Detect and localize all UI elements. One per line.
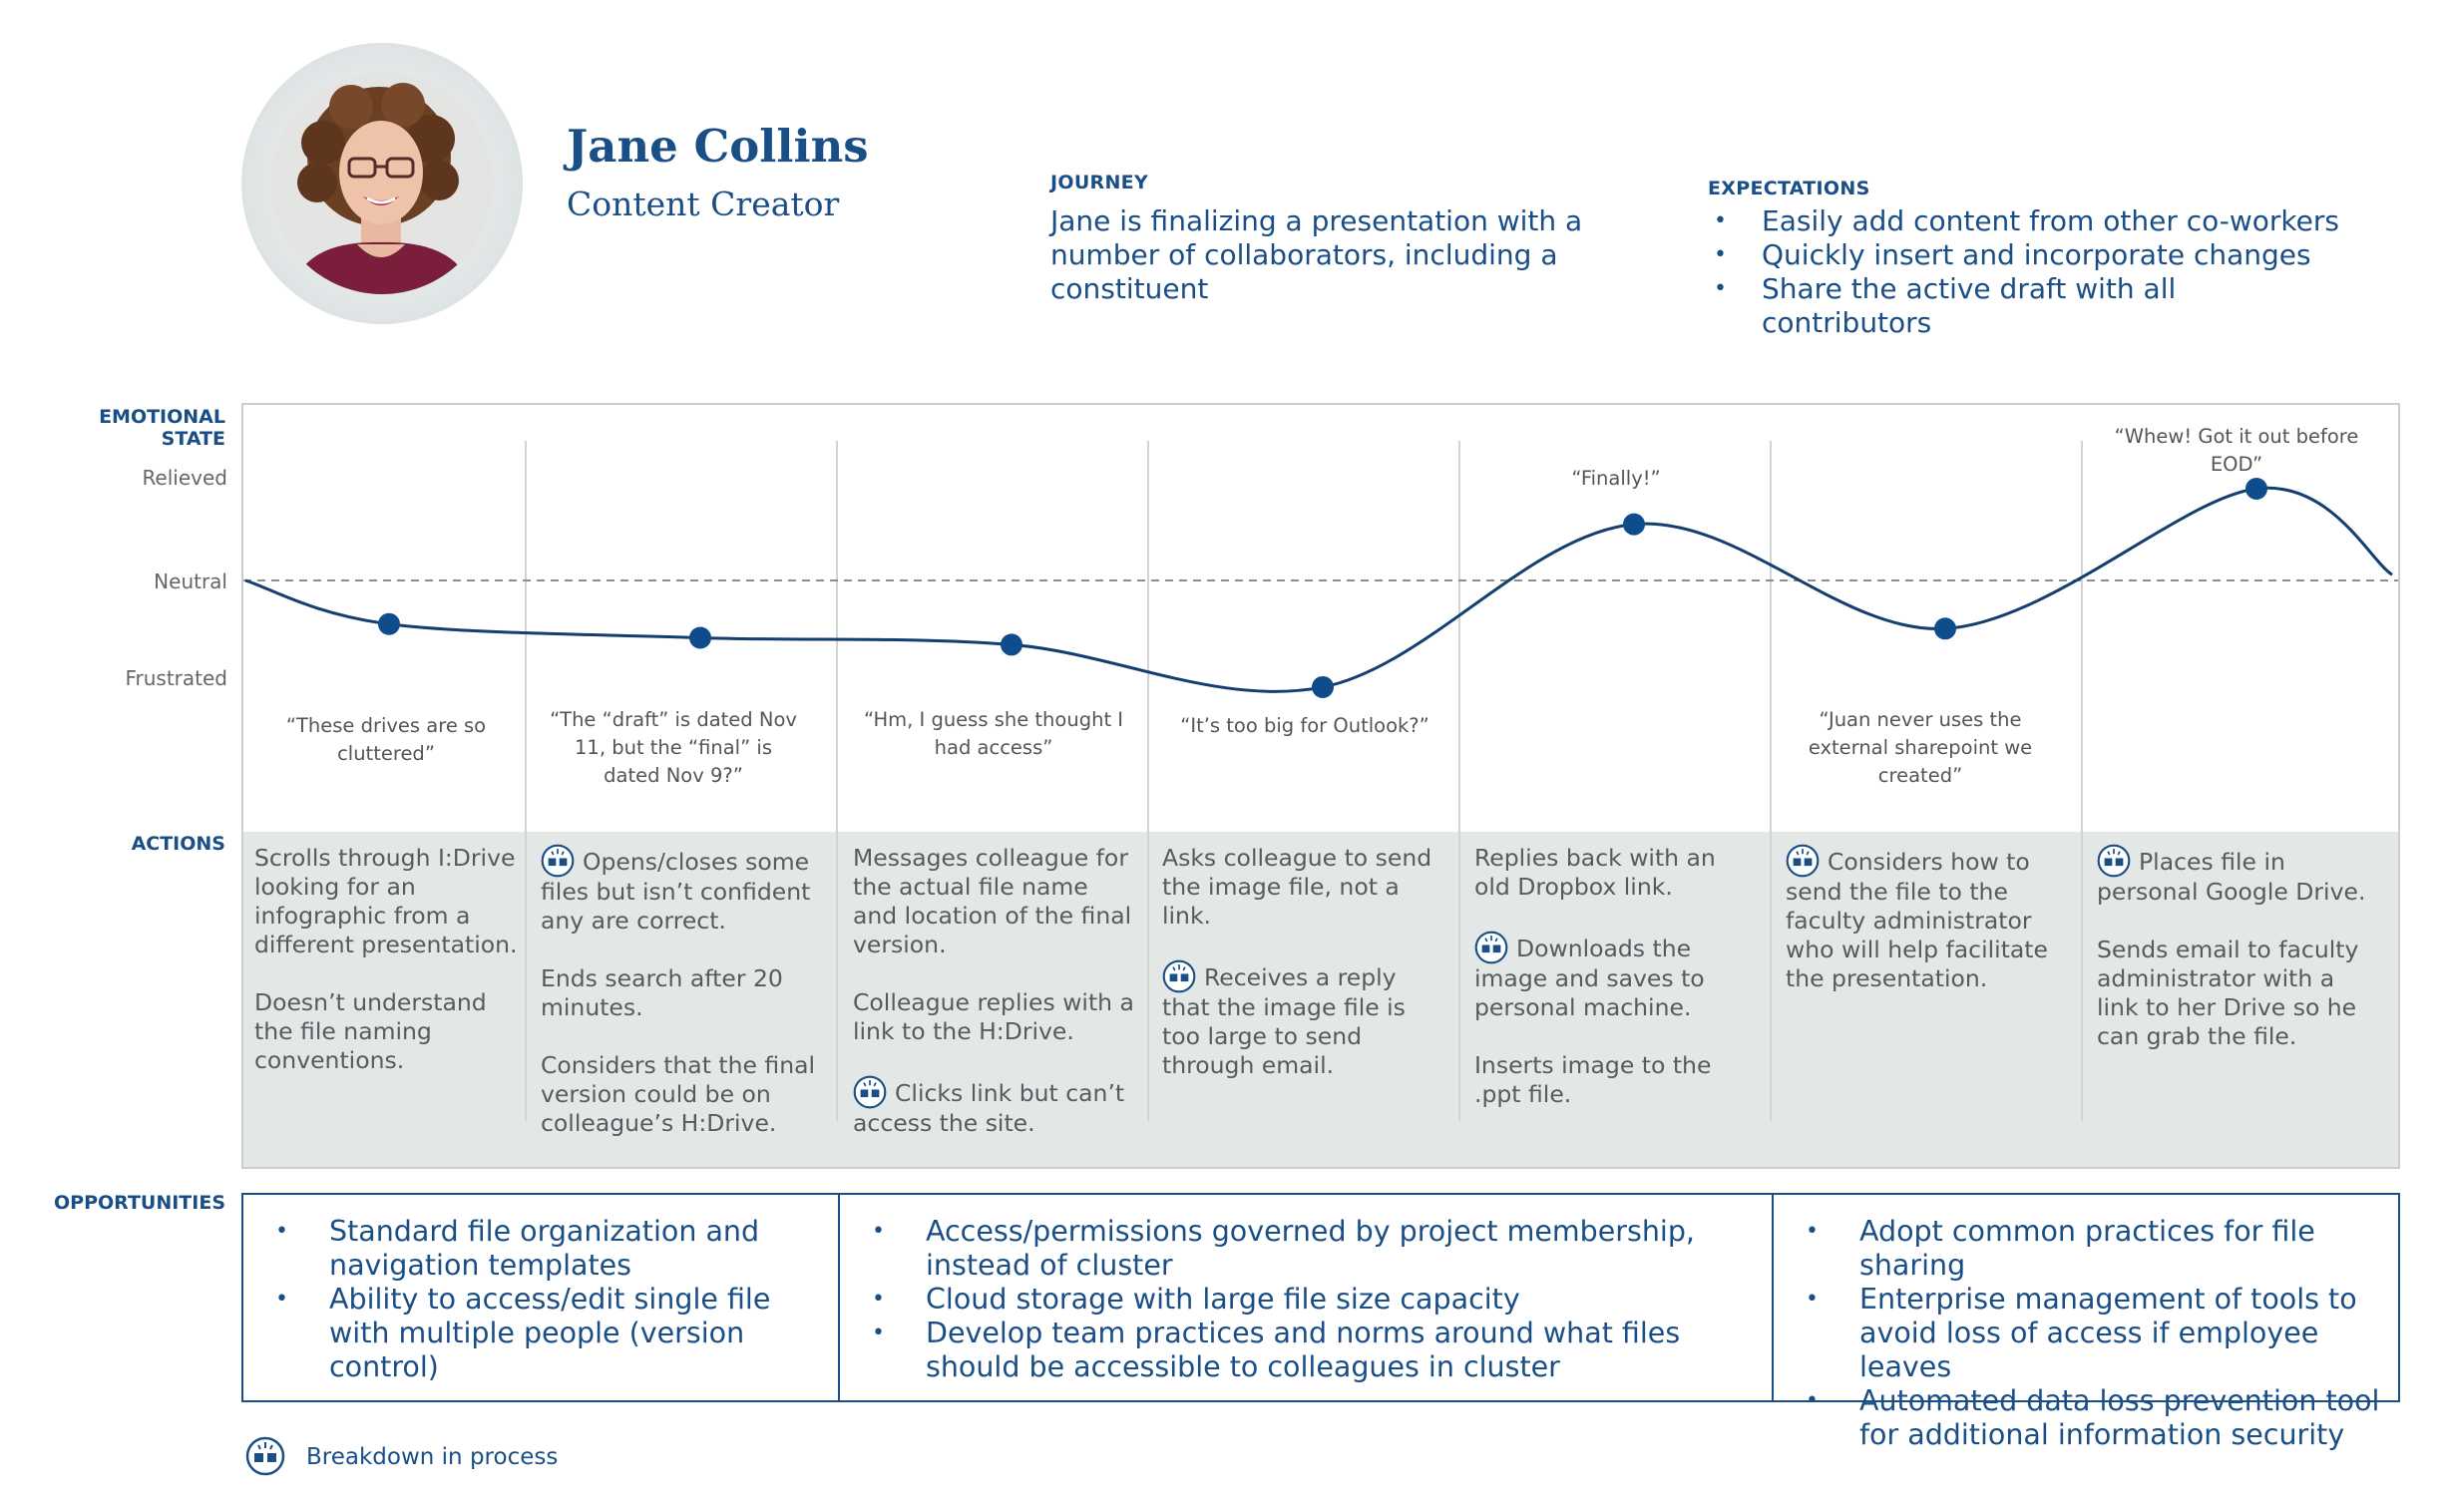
persona-name: Jane Collins [567,120,869,173]
opportunity-item: Adopt common practices for file sharing [1774,1215,2398,1283]
breakdown-icon [245,1436,285,1476]
actions-label: ACTIONS [131,833,225,855]
action-text: Downloads the image and saves to persona… [1474,931,1756,1022]
action-text: Asks colleague to send the image file, n… [1162,844,1432,930]
stage-quote: “Whew! Got it out before EOD” [2114,425,2359,476]
legend-label: Breakdown in process [306,1444,559,1470]
action-text: Scrolls through I:Drive looking for an i… [254,844,518,958]
stage-quote: “These drives are so cluttered” [285,714,487,765]
opportunities-label: OPPORTUNITIES [54,1192,225,1214]
stage-quote: “Juan never uses the external sharepoint… [1808,708,2033,787]
action-text: Considers how to send the file to the fa… [1786,844,2067,993]
opportunity-item: Enterprise management of tools to avoid … [1774,1283,2398,1384]
expectation-item: Quickly insert and incorporate changes [1708,238,2346,272]
action-stage-4: Asks colleague to send the image file, n… [1162,844,1443,1109]
opportunity-group-2: Access/permissions governed by project m… [838,1193,1774,1402]
emotional-state-label: EMOTIONAL STATE [99,406,225,450]
actions-panel [241,832,2400,1169]
expectation-item: Easily add content from other co-workers [1708,204,2346,238]
action-text: Replies back with an old Dropbox link. [1474,844,1716,901]
emotion-point-7 [2245,478,2267,500]
action-text: Opens/closes some files but isn’t confid… [541,844,822,936]
journey-description: Jane is finalizing a presentation with a… [1050,204,1583,305]
breakdown-icon [853,1075,887,1109]
action-text: Receives a reply that the image file is … [1162,959,1443,1080]
action-stage-6: Considers how to send the file to the fa… [1786,844,2067,1022]
emotion-point-1 [378,612,400,635]
opportunity-item: Develop team practices and norms around … [840,1317,1772,1384]
emotion-curve [244,486,2393,693]
action-text: Places file in personal Google Drive. [2097,844,2382,907]
emotion-point-4 [1312,675,1334,698]
axis-label-relieved: Relieved [142,466,227,490]
opportunity-group-3: Adopt common practices for file sharing … [1772,1193,2400,1451]
breakdown-icon [1162,959,1196,993]
action-text: Inserts image to the .ppt file. [1474,1051,1712,1108]
opportunity-item: Automated data loss prevention tool for … [1774,1384,2398,1452]
action-stage-7: Places file in personal Google Drive. Sen… [2097,844,2382,1080]
stage-quote: “It’s too big for Outlook?” [1180,714,1429,737]
emotion-point-5 [1623,513,1645,536]
opportunity-item: Standard file organization and navigatio… [243,1215,838,1283]
avatar [271,73,493,294]
stage-divider [1458,441,1460,1121]
stage-divider [1147,441,1149,1121]
opportunity-item: Ability to access/edit single file with … [243,1283,838,1384]
emotional-chart-frame [241,403,2400,1169]
stage-quote: “Finally!” [1571,467,1661,490]
emotion-point-2 [689,626,711,649]
opportunity-item: Access/permissions governed by project m… [840,1215,1772,1283]
action-text: Considers that the final version could b… [541,1051,816,1137]
breakdown-icon [1474,931,1508,964]
action-stage-3: Messages colleague for the actual file n… [853,844,1134,1167]
action-text: Doesn’t understand the file naming conve… [254,988,487,1074]
stage-divider [1770,441,1772,1121]
breakdown-icon [541,844,575,878]
stage-divider [2081,441,2083,1121]
axis-label-neutral: Neutral [154,569,227,593]
journey-label: JOURNEY [1050,172,1149,193]
stage-divider [836,441,838,1121]
action-text: Colleague replies with a link to the H:D… [853,988,1134,1045]
emotion-point-6 [1934,617,1956,640]
stage-divider [525,441,527,1121]
breakdown-icon [2097,844,2131,878]
persona-role: Content Creator [567,185,840,223]
action-text: Clicks link but can’t access the site. [853,1075,1134,1138]
action-stage-5: Replies back with an old Dropbox link. Do… [1474,844,1756,1138]
action-stage-2: Opens/closes some files but isn’t confid… [541,844,822,1167]
expectations-label: EXPECTATIONS [1708,178,1870,199]
opportunity-group-1: Standard file organization and navigatio… [241,1193,840,1402]
expectation-item: Share the active draft with all contribu… [1708,272,2346,340]
emotion-point-3 [1001,633,1022,656]
stage-quote: “Hm, I guess she thought I had access” [863,708,1124,759]
action-text: Messages colleague for the actual file n… [853,844,1132,958]
action-text: Sends email to faculty administrator wit… [2097,936,2359,1050]
action-stage-1: Scrolls through I:Drive looking for an i… [254,844,522,1104]
action-text: Ends search after 20 minutes. [541,964,783,1021]
axis-label-frustrated: Frustrated [125,666,227,690]
opportunity-item: Cloud storage with large file size capac… [840,1283,1772,1317]
stage-quote: “The “draft” is dated Nov 11, but the “f… [550,708,797,787]
expectations-list: Easily add content from other co-workers… [1708,204,2346,340]
breakdown-icon [1786,844,1820,878]
